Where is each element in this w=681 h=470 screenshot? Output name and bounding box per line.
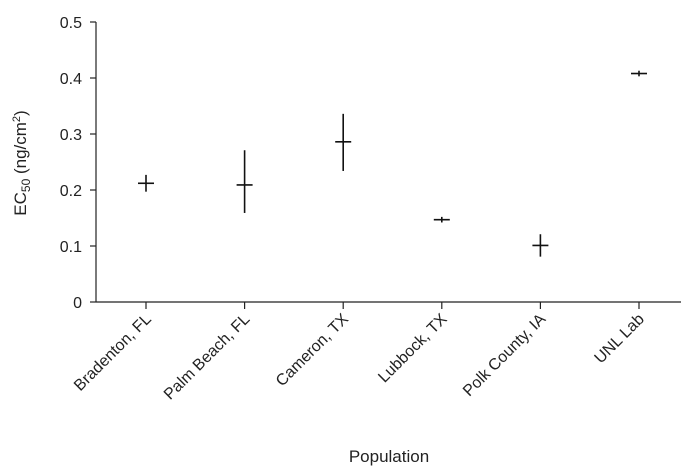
data-point xyxy=(236,150,253,213)
y-tick-label: 0.1 xyxy=(60,239,82,256)
y-tick-label: 0.2 xyxy=(60,183,82,200)
y-axis-title: EC50 (ng/cm2) xyxy=(11,110,33,215)
x-axis-title: Population xyxy=(349,447,429,466)
y-axis-title-close: ) xyxy=(11,110,30,116)
data-point xyxy=(138,174,154,192)
y-tick-label: 0.4 xyxy=(60,71,82,88)
x-tick-label: Cameron, TX xyxy=(273,311,352,390)
x-tick-label: UNL Lab xyxy=(592,311,648,367)
x-axis: Bradenton, FL Palm Beach, FL Cameron, TX Lu… xyxy=(71,301,681,404)
y-axis: 0 0.1 0.2 0.3 0.4 0.5 xyxy=(60,15,97,312)
x-tick-label: Palm Beach, FL xyxy=(161,311,254,404)
y-axis-title-subscript: 50 xyxy=(19,178,33,192)
y-axis-title-unit: (ng/cm xyxy=(11,122,30,179)
data-point xyxy=(335,113,352,171)
data-point xyxy=(631,70,647,77)
x-tick-label: Lubbock, TX xyxy=(375,311,451,387)
y-axis-title-main: EC xyxy=(11,192,30,216)
x-tick-label: Bradenton, FL xyxy=(71,311,155,395)
y-tick-label: 0.5 xyxy=(60,15,82,32)
y-tick-label: 0 xyxy=(73,295,82,312)
data-point xyxy=(532,234,549,257)
x-tick-label: Polk County, IA xyxy=(460,311,549,400)
data-marks xyxy=(138,70,647,257)
y-tick-label: 0.3 xyxy=(60,127,82,144)
data-point xyxy=(433,216,450,223)
y-axis-title-superscript: 2 xyxy=(11,116,23,122)
